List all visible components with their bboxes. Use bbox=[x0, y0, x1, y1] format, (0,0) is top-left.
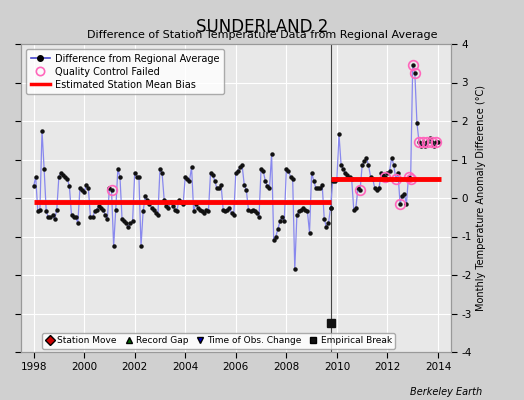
Y-axis label: Monthly Temperature Anomaly Difference (°C): Monthly Temperature Anomaly Difference (… bbox=[476, 85, 486, 311]
Text: Difference of Station Temperature Data from Regional Average: Difference of Station Temperature Data f… bbox=[87, 30, 437, 40]
Text: SUNDERLAND 2: SUNDERLAND 2 bbox=[196, 18, 328, 36]
Legend: Station Move, Record Gap, Time of Obs. Change, Empirical Break: Station Move, Record Gap, Time of Obs. C… bbox=[42, 333, 395, 349]
Text: Berkeley Earth: Berkeley Earth bbox=[410, 387, 482, 397]
